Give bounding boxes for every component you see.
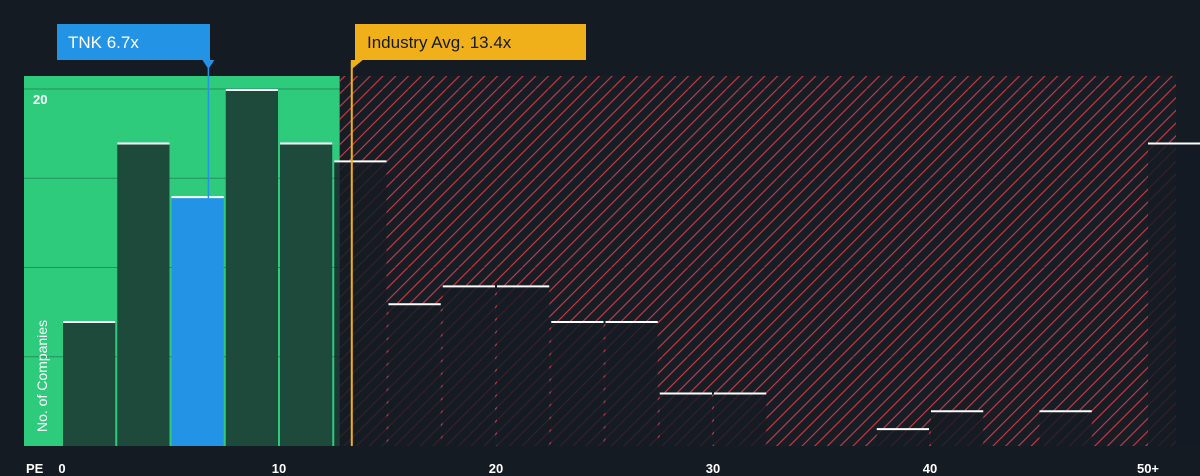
x-tick-label: 10 <box>272 461 286 476</box>
callouts: TNK 6.7x Industry Avg. 13.4x <box>57 24 586 69</box>
bar <box>334 160 387 446</box>
bar <box>659 392 712 446</box>
x-tick-label: 20 <box>489 461 503 476</box>
bar <box>442 285 495 446</box>
bar <box>497 285 550 446</box>
axes: PE No. of Companies 0 10 20 30 40 50+ 20 <box>26 92 1159 476</box>
bar <box>876 428 929 446</box>
company-callout-pointer <box>202 60 215 69</box>
x-axis-label: PE <box>26 461 44 476</box>
markers <box>207 62 353 446</box>
bar <box>551 321 604 446</box>
bar <box>605 321 658 446</box>
company-callout <box>57 24 210 60</box>
bars <box>63 89 1200 447</box>
bar <box>388 303 441 446</box>
bar <box>63 321 116 446</box>
y-axis-label: No. of Companies <box>34 320 50 432</box>
bar <box>280 142 333 447</box>
x-tick-label: 30 <box>706 461 720 476</box>
bar <box>931 410 984 446</box>
x-tick-label: 40 <box>923 461 937 476</box>
x-tick-label: 50+ <box>1137 461 1159 476</box>
y-tick-label: 20 <box>33 92 47 107</box>
x-tick-label: 0 <box>58 461 65 476</box>
industry-callout-pointer <box>350 60 363 69</box>
bar <box>117 142 170 447</box>
bar <box>1148 142 1200 447</box>
bar <box>171 196 224 446</box>
industry-callout-label: Industry Avg. 13.4x <box>367 33 512 52</box>
industry-callout <box>355 24 586 60</box>
company-callout-label: TNK 6.7x <box>68 33 139 52</box>
bar <box>714 392 767 446</box>
bar <box>1039 410 1092 446</box>
bar <box>225 89 278 446</box>
